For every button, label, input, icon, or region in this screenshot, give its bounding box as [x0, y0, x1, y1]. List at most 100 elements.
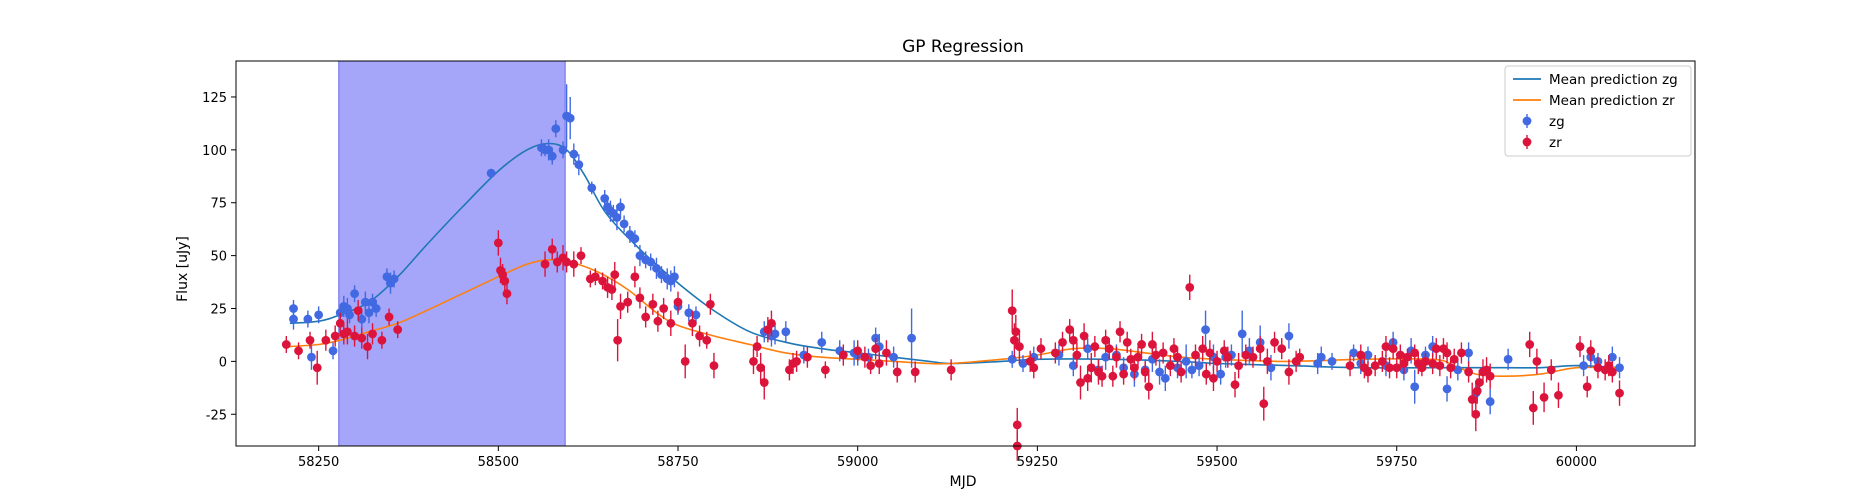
data-point-zr [1137, 340, 1146, 349]
data-point-zr [1583, 382, 1592, 391]
data-point-zr [1256, 344, 1265, 353]
x-tick-label: 58250 [298, 455, 339, 470]
data-point-zr [1450, 355, 1459, 364]
data-point-zg [548, 152, 557, 161]
data-point-zr [1205, 349, 1214, 358]
data-point-zr [911, 368, 920, 377]
x-tick-label: 59750 [1376, 455, 1417, 470]
data-point-zr [1346, 361, 1355, 370]
data-point-zr [1389, 344, 1398, 353]
data-point-zr [577, 251, 586, 260]
data-point-zr [1473, 387, 1482, 396]
y-tick-label: 75 [210, 197, 227, 212]
legend-swatch-marker [1523, 138, 1532, 147]
data-point-zr [1223, 353, 1232, 362]
data-point-zr [871, 344, 880, 353]
data-point-zr [1525, 340, 1534, 349]
data-point-zg [1328, 357, 1337, 366]
data-point-zr [681, 357, 690, 366]
data-point-zg [1504, 355, 1513, 364]
data-point-zg [350, 289, 359, 298]
data-point-zr [306, 336, 315, 345]
data-point-zg [390, 274, 399, 283]
data-point-zr [1090, 342, 1099, 351]
data-point-zg [569, 150, 578, 159]
data-point-zr [1234, 361, 1243, 370]
data-point-zr [753, 342, 762, 351]
data-point-zr [385, 313, 394, 322]
data-point-zr [1037, 344, 1046, 353]
data-point-zr [1098, 372, 1107, 381]
data-point-zr [1378, 357, 1387, 366]
data-point-zr [803, 353, 812, 362]
data-point-zr [357, 334, 366, 343]
data-point-zg [1182, 357, 1191, 366]
data-point-zr [1112, 353, 1121, 362]
data-point-zr [760, 378, 769, 387]
y-tick-label: 125 [202, 91, 227, 106]
data-point-zr [613, 336, 622, 345]
data-point-zg [1161, 374, 1170, 383]
data-point-zr [839, 351, 848, 360]
data-point-zr [1177, 368, 1186, 377]
data-point-zg [1238, 329, 1247, 338]
data-point-zr [1435, 361, 1444, 370]
data-point-zr [860, 353, 869, 362]
data-point-zg [1410, 382, 1419, 391]
data-point-zr [1144, 382, 1153, 391]
data-point-zr [610, 270, 619, 279]
data-point-zg [487, 169, 496, 178]
data-point-zr [494, 239, 503, 248]
data-point-zg [1486, 397, 1495, 406]
data-point-zr [1486, 372, 1495, 381]
legend-label: zr [1549, 135, 1562, 151]
data-point-zg [817, 338, 826, 347]
y-tick-label: -25 [206, 408, 227, 423]
data-point-zr [1576, 342, 1585, 351]
data-point-zr [1166, 361, 1175, 370]
data-point-zr [1080, 332, 1089, 341]
data-point-zr [792, 357, 801, 366]
data-point-zr [1008, 306, 1017, 315]
data-point-zr [1073, 351, 1082, 360]
x-tick-label: 59000 [837, 455, 878, 470]
data-point-zg [670, 272, 679, 281]
data-point-zg [314, 310, 323, 319]
data-point-zr [947, 365, 956, 374]
data-point-zg [781, 327, 790, 336]
data-point-zr [1159, 349, 1168, 358]
data-point-zr [1119, 370, 1128, 379]
y-axis-label: Flux [uJy] [175, 236, 191, 302]
data-point-zr [368, 329, 377, 338]
data-point-zr [294, 346, 303, 355]
data-point-zg [616, 203, 625, 212]
data-point-zr [1191, 351, 1200, 360]
data-point-zr [702, 336, 711, 345]
data-point-zr [1270, 338, 1279, 347]
data-point-zg [1008, 355, 1017, 364]
data-point-zr [569, 260, 578, 269]
y-tick-label: 0 [219, 355, 227, 370]
data-point-zr [821, 365, 830, 374]
data-point-zr [767, 319, 776, 328]
plot-area [236, 61, 1695, 461]
legend-label: zg [1549, 114, 1565, 130]
data-point-zr [1471, 410, 1480, 419]
data-point-zr [541, 260, 550, 269]
data-point-zr [1116, 327, 1125, 336]
data-point-zr [1231, 380, 1240, 389]
data-point-zr [882, 349, 891, 358]
data-point-zr [1295, 353, 1304, 362]
data-point-zr [1249, 353, 1258, 362]
x-tick-label: 58750 [657, 455, 698, 470]
data-point-zr [710, 361, 719, 370]
data-point-zr [1058, 338, 1067, 347]
x-tick-label: 59250 [1017, 455, 1058, 470]
data-point-zr [630, 272, 639, 281]
x-tick-label: 58500 [478, 455, 519, 470]
data-point-zr [674, 298, 683, 307]
x-tick-label: 59500 [1196, 455, 1237, 470]
data-point-zg [574, 160, 583, 169]
data-point-zr [866, 361, 875, 370]
data-point-zr [1285, 368, 1294, 377]
